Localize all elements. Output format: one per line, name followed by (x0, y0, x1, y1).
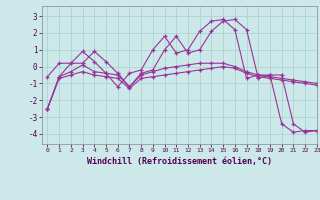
X-axis label: Windchill (Refroidissement éolien,°C): Windchill (Refroidissement éolien,°C) (87, 157, 272, 166)
